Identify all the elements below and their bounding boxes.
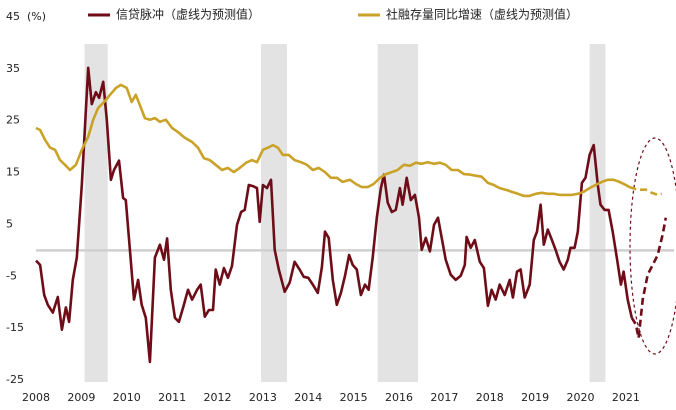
highlight-band (377, 44, 419, 382)
legend-label: 信贷脉冲（虚线为预测值） (116, 7, 260, 22)
series-line (35, 66, 634, 364)
x-tick-label: 2011 (158, 391, 186, 404)
forecast-line (629, 185, 663, 197)
y-tick-label: -5 (6, 269, 17, 282)
y-tick-label: 35 (6, 62, 20, 75)
y-tick-label: 5 (6, 217, 13, 230)
x-tick-label: 2016 (385, 391, 413, 404)
x-tick-label: 2014 (294, 391, 322, 404)
x-tick-label: 2010 (113, 391, 141, 404)
x-tick-label: 2008 (22, 391, 50, 404)
x-tick-label: 2009 (67, 391, 95, 404)
forecast-line (630, 217, 668, 340)
x-tick-label: 2012 (204, 391, 232, 404)
legend: 信贷脉冲（虚线为预测值） 社融存量同比增速（虚线为预测值） (88, 7, 578, 22)
x-tick-label: 2020 (567, 391, 595, 404)
y-tick-label: 45 (6, 10, 20, 23)
y-tick-label: 25 (6, 114, 20, 127)
x-tick-label: 2013 (249, 391, 277, 404)
x-tick-label: 2018 (476, 391, 504, 404)
y-unit-label: (%) (27, 10, 46, 23)
highlight-band (589, 44, 606, 382)
forecast-highlight (629, 137, 676, 355)
x-tick-label: 2021 (612, 391, 640, 404)
y-tick-label: -15 (6, 321, 24, 334)
x-tick-label: 2017 (430, 391, 458, 404)
series-line (35, 83, 631, 198)
x-tick-label: 2015 (340, 391, 368, 404)
legend-label: 社融存量同比增速（虚线为预测值） (386, 7, 578, 22)
y-tick-label: -25 (6, 373, 24, 386)
y-tick-label: 15 (6, 166, 20, 179)
x-tick-label: 2019 (521, 391, 549, 404)
